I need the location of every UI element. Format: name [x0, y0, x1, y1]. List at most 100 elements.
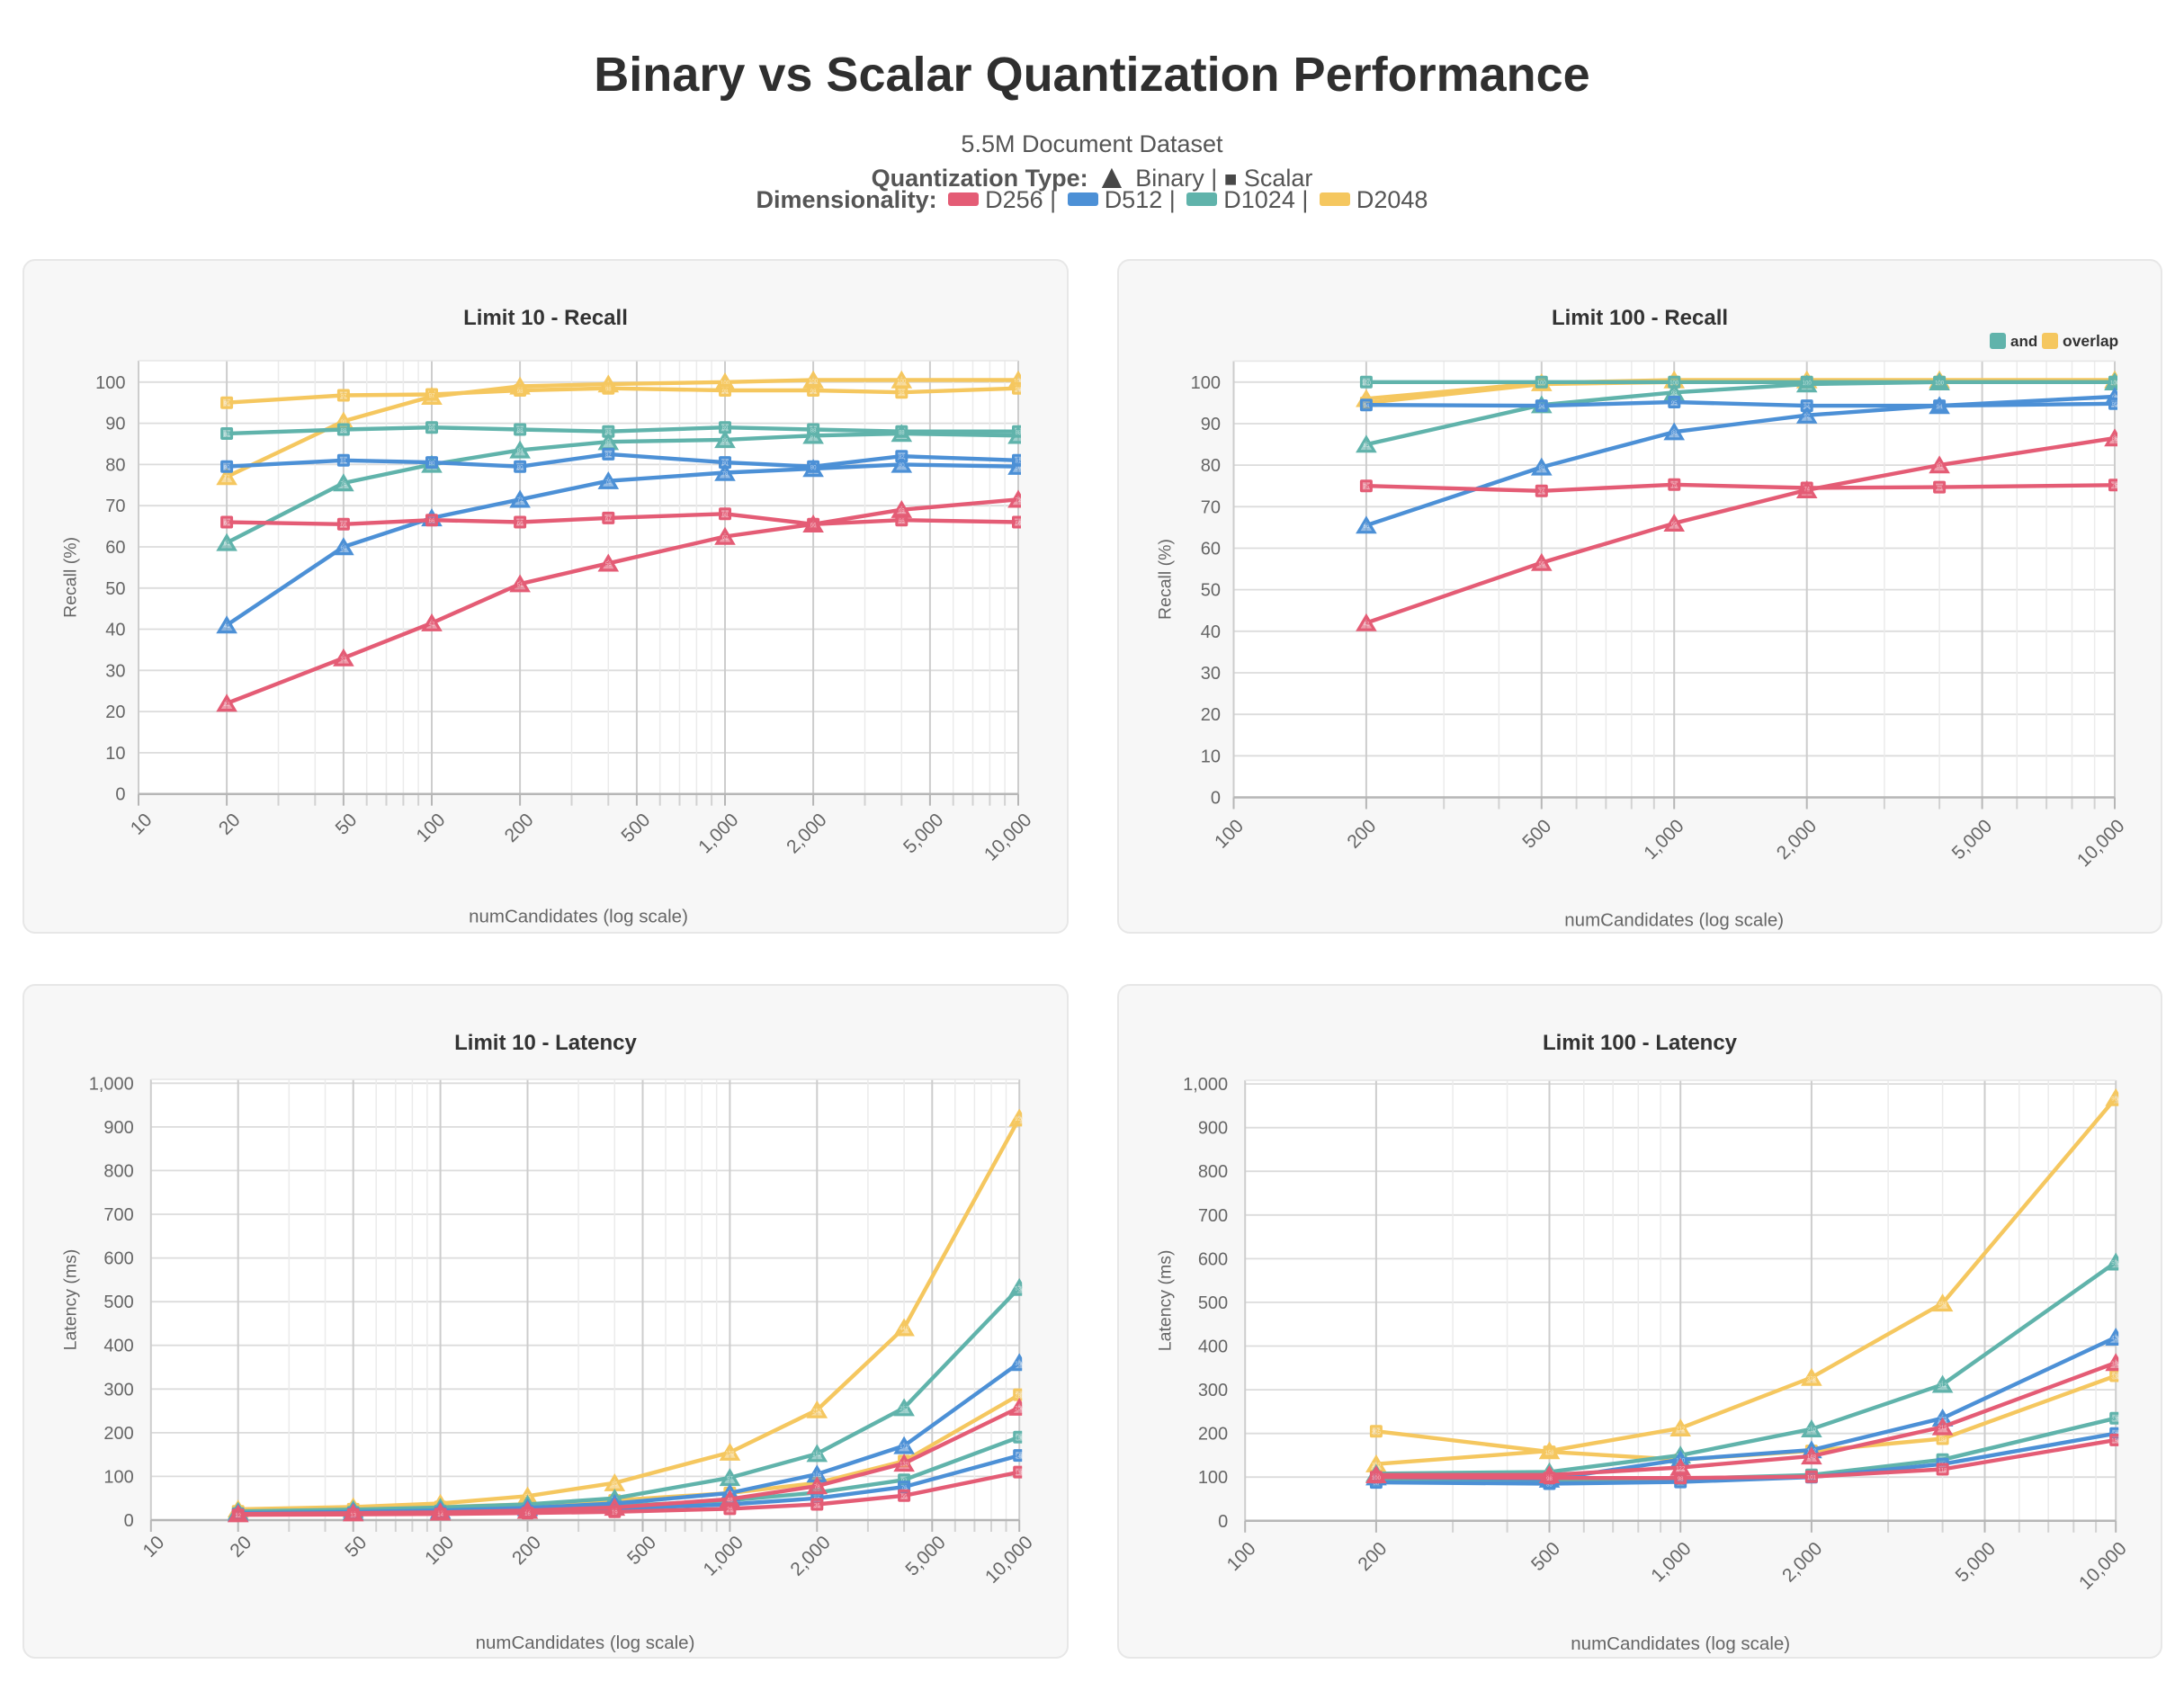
- svg-text:68: 68: [722, 513, 729, 518]
- svg-text:80: 80: [517, 466, 524, 471]
- svg-text:190: 190: [1015, 1436, 1025, 1442]
- svg-text:98: 98: [517, 389, 524, 395]
- svg-text:88: 88: [810, 428, 817, 434]
- svg-text:257: 257: [900, 1407, 909, 1412]
- svg-text:10,000: 10,000: [981, 1532, 1037, 1588]
- svg-text:98: 98: [1546, 1477, 1553, 1482]
- svg-text:69: 69: [899, 509, 905, 514]
- svg-text:42: 42: [1364, 622, 1370, 627]
- svg-text:100: 100: [412, 810, 449, 846]
- svg-text:252: 252: [812, 1409, 822, 1414]
- svg-text:500: 500: [103, 1293, 133, 1312]
- svg-text:400: 400: [1198, 1338, 1228, 1357]
- svg-text:532: 532: [1015, 1286, 1025, 1292]
- svg-text:100: 100: [1935, 381, 1945, 387]
- svg-text:258: 258: [1015, 1407, 1025, 1412]
- svg-text:77: 77: [224, 476, 230, 481]
- svg-text:numCandidates (log scale): numCandidates (log scale): [1571, 1633, 1790, 1654]
- svg-text:56: 56: [605, 562, 612, 568]
- svg-text:60: 60: [1201, 540, 1221, 559]
- svg-text:0: 0: [124, 1511, 134, 1531]
- svg-text:67: 67: [605, 517, 612, 523]
- svg-text:88: 88: [1016, 431, 1022, 436]
- svg-text:2,000: 2,000: [786, 1532, 834, 1579]
- svg-text:110: 110: [1015, 1471, 1024, 1476]
- svg-text:70: 70: [105, 497, 125, 516]
- svg-text:66: 66: [517, 521, 524, 526]
- svg-text:360: 360: [1015, 1362, 1025, 1367]
- svg-text:200: 200: [103, 1424, 133, 1444]
- svg-text:95: 95: [224, 402, 230, 407]
- svg-text:300: 300: [1198, 1381, 1228, 1400]
- svg-text:72: 72: [1016, 498, 1022, 504]
- svg-text:592: 592: [2111, 1261, 2121, 1266]
- svg-text:Recall (%): Recall (%): [1156, 539, 1176, 620]
- svg-text:100: 100: [1362, 381, 1372, 387]
- svg-text:200: 200: [1343, 816, 1380, 853]
- svg-text:98: 98: [810, 389, 817, 395]
- svg-text:66: 66: [1364, 524, 1370, 530]
- svg-text:87: 87: [810, 434, 817, 440]
- svg-text:30: 30: [1201, 664, 1221, 684]
- svg-text:100: 100: [1014, 379, 1024, 384]
- svg-text:50: 50: [105, 579, 125, 599]
- svg-text:80: 80: [105, 455, 125, 475]
- svg-text:60: 60: [341, 546, 347, 551]
- svg-text:100: 100: [1198, 1468, 1228, 1488]
- svg-text:10,000: 10,000: [980, 810, 1036, 865]
- svg-text:10,000: 10,000: [2073, 816, 2129, 872]
- svg-text:Recall (%): Recall (%): [61, 537, 81, 618]
- svg-text:88: 88: [517, 428, 524, 434]
- svg-text:89: 89: [722, 426, 729, 432]
- svg-text:72: 72: [517, 498, 524, 504]
- svg-text:51: 51: [517, 583, 524, 588]
- svg-text:56: 56: [1538, 561, 1544, 567]
- svg-text:155: 155: [725, 1452, 735, 1457]
- svg-text:100: 100: [95, 373, 125, 393]
- svg-text:80: 80: [1937, 464, 1943, 470]
- svg-text:75: 75: [2112, 484, 2118, 489]
- svg-text:500: 500: [623, 1532, 660, 1569]
- svg-text:41: 41: [224, 624, 230, 630]
- svg-text:66: 66: [341, 523, 347, 529]
- svg-text:500: 500: [1198, 1293, 1228, 1313]
- svg-text:80: 80: [429, 461, 435, 467]
- svg-text:81: 81: [1016, 460, 1022, 465]
- svg-text:89: 89: [429, 426, 435, 432]
- svg-text:152: 152: [812, 1453, 822, 1458]
- svg-text:94: 94: [1364, 404, 1370, 409]
- svg-text:1,000: 1,000: [89, 1074, 134, 1094]
- svg-text:60: 60: [105, 538, 125, 558]
- svg-text:80: 80: [1538, 466, 1544, 471]
- svg-text:36: 36: [814, 1503, 820, 1508]
- svg-text:90: 90: [105, 415, 125, 434]
- svg-text:76: 76: [901, 1486, 908, 1491]
- svg-text:205: 205: [1372, 1430, 1382, 1436]
- svg-text:5,000: 5,000: [900, 810, 947, 857]
- svg-text:88: 88: [605, 431, 612, 436]
- svg-text:66: 66: [899, 519, 905, 524]
- svg-text:100: 100: [1223, 1538, 1260, 1575]
- svg-text:12: 12: [235, 1514, 241, 1519]
- svg-text:74: 74: [1804, 487, 1810, 492]
- svg-text:118: 118: [1938, 1468, 1947, 1473]
- svg-text:98: 98: [899, 391, 905, 397]
- svg-text:Limit 10 - Latency: Limit 10 - Latency: [454, 1031, 637, 1055]
- svg-text:48: 48: [727, 1499, 733, 1504]
- svg-text:74: 74: [1538, 490, 1544, 496]
- svg-text:80: 80: [1016, 466, 1022, 471]
- svg-text:numCandidates (log scale): numCandidates (log scale): [476, 1633, 695, 1653]
- svg-text:98: 98: [1671, 391, 1678, 397]
- svg-text:1,000: 1,000: [1647, 1538, 1695, 1586]
- svg-text:Limit 100 - Latency: Limit 100 - Latency: [1543, 1031, 1738, 1055]
- svg-text:700: 700: [103, 1205, 133, 1225]
- svg-text:170: 170: [900, 1445, 909, 1450]
- svg-text:287: 287: [1015, 1393, 1025, 1399]
- svg-text:215: 215: [1938, 1426, 1948, 1431]
- svg-text:Latency (ms): Latency (ms): [61, 1249, 81, 1351]
- svg-text:90: 90: [1201, 415, 1221, 434]
- svg-text:101: 101: [1807, 1476, 1817, 1481]
- svg-text:600: 600: [103, 1249, 133, 1269]
- svg-text:78: 78: [722, 471, 729, 477]
- svg-text:80: 80: [899, 463, 905, 469]
